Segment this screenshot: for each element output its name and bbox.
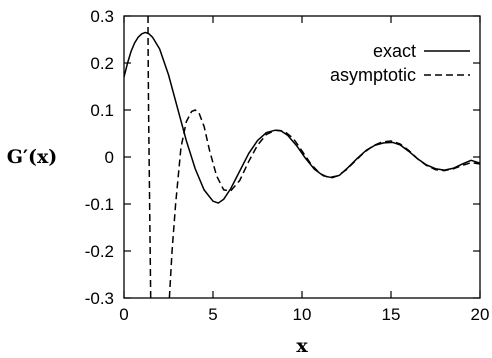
x-tick-label: 0	[119, 305, 128, 324]
x-tick-label: 20	[471, 305, 490, 324]
y-tick-label: -0.2	[85, 242, 114, 261]
plot-frame	[123, 15, 481, 299]
x-tick-label: 10	[293, 305, 312, 324]
series-line-exact	[124, 31, 480, 204]
x-tick-label: 5	[208, 305, 217, 324]
y-tick-label: 0.2	[90, 54, 114, 73]
x-axis-title: x	[296, 335, 308, 357]
legend-label-asymptotic: asymptotic	[330, 65, 416, 85]
y-tick-label: 0.1	[90, 101, 114, 120]
y-tick-label: -0.1	[85, 195, 114, 214]
y-tick-label: 0.3	[90, 7, 114, 26]
y-tick-label: 0	[105, 148, 114, 167]
y-tick-label: -0.3	[85, 289, 114, 308]
y-axis-title: G′(x)	[7, 146, 58, 168]
legend: exact asymptotic	[330, 41, 470, 85]
series-line-asymptotic	[147, 16, 480, 298]
x-tick-label: 15	[382, 305, 401, 324]
legend-label-exact: exact	[373, 41, 416, 61]
